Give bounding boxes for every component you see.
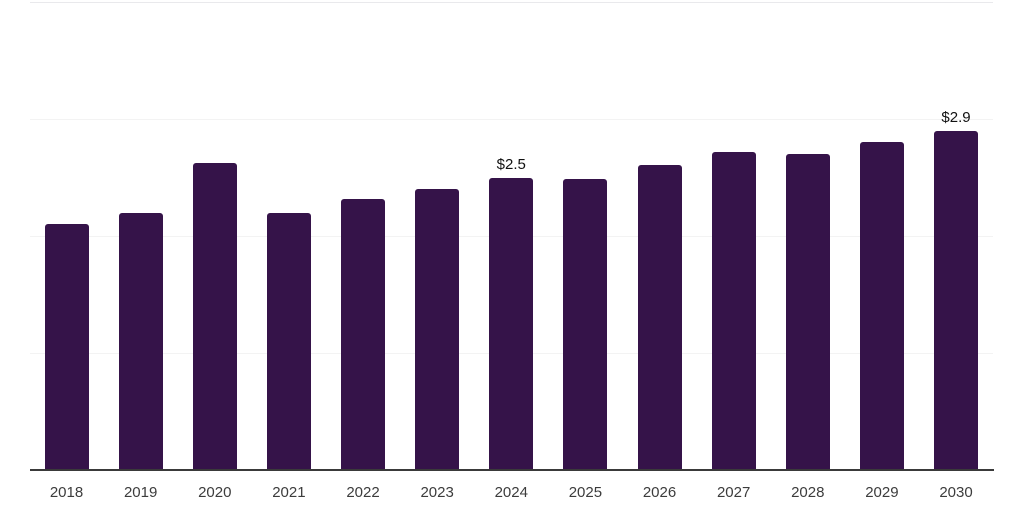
bar-2025 xyxy=(563,178,608,470)
bar-2028 xyxy=(785,154,830,470)
bar-value-label-2030: $2.9 xyxy=(941,108,971,126)
gridline-3 xyxy=(30,119,993,120)
bar-2019 xyxy=(118,212,163,470)
bar-2030 xyxy=(934,130,978,470)
x-tick-2026: 2026 xyxy=(642,484,677,501)
bar-2022 xyxy=(341,198,385,470)
x-tick-2027: 2027 xyxy=(716,484,751,501)
plot-area: $2.5 $2.9 xyxy=(30,2,993,470)
x-tick-2028: 2028 xyxy=(791,484,825,501)
gridline-4 xyxy=(30,2,993,3)
bar-2023 xyxy=(415,189,460,470)
x-tick-2019: 2019 xyxy=(123,484,158,501)
bar-value-label-2024: $2.5 xyxy=(496,155,526,173)
x-axis-tick-labels: 2018 2019 2020 2021 2022 2023 2024 2025 2026 2027… xyxy=(0,484,1024,505)
x-tick-2029: 2029 xyxy=(865,484,899,501)
bar-2026 xyxy=(637,164,682,470)
x-tick-2020: 2020 xyxy=(198,484,232,501)
x-tick-2030: 2030 xyxy=(939,484,973,501)
bar-2018 xyxy=(44,224,89,470)
x-tick-2022: 2022 xyxy=(346,484,380,501)
x-tick-2021: 2021 xyxy=(272,484,306,501)
x-tick-2025: 2025 xyxy=(568,484,603,501)
x-tick-2023: 2023 xyxy=(420,484,454,501)
bar-2027 xyxy=(711,151,756,470)
bar-2029 xyxy=(859,142,904,470)
bar-2021 xyxy=(266,212,311,470)
x-tick-2018: 2018 xyxy=(49,484,84,501)
x-axis-line xyxy=(30,469,994,471)
bar-2020 xyxy=(192,163,237,470)
x-tick-2024: 2024 xyxy=(494,484,528,501)
bar-2024 xyxy=(489,177,534,470)
